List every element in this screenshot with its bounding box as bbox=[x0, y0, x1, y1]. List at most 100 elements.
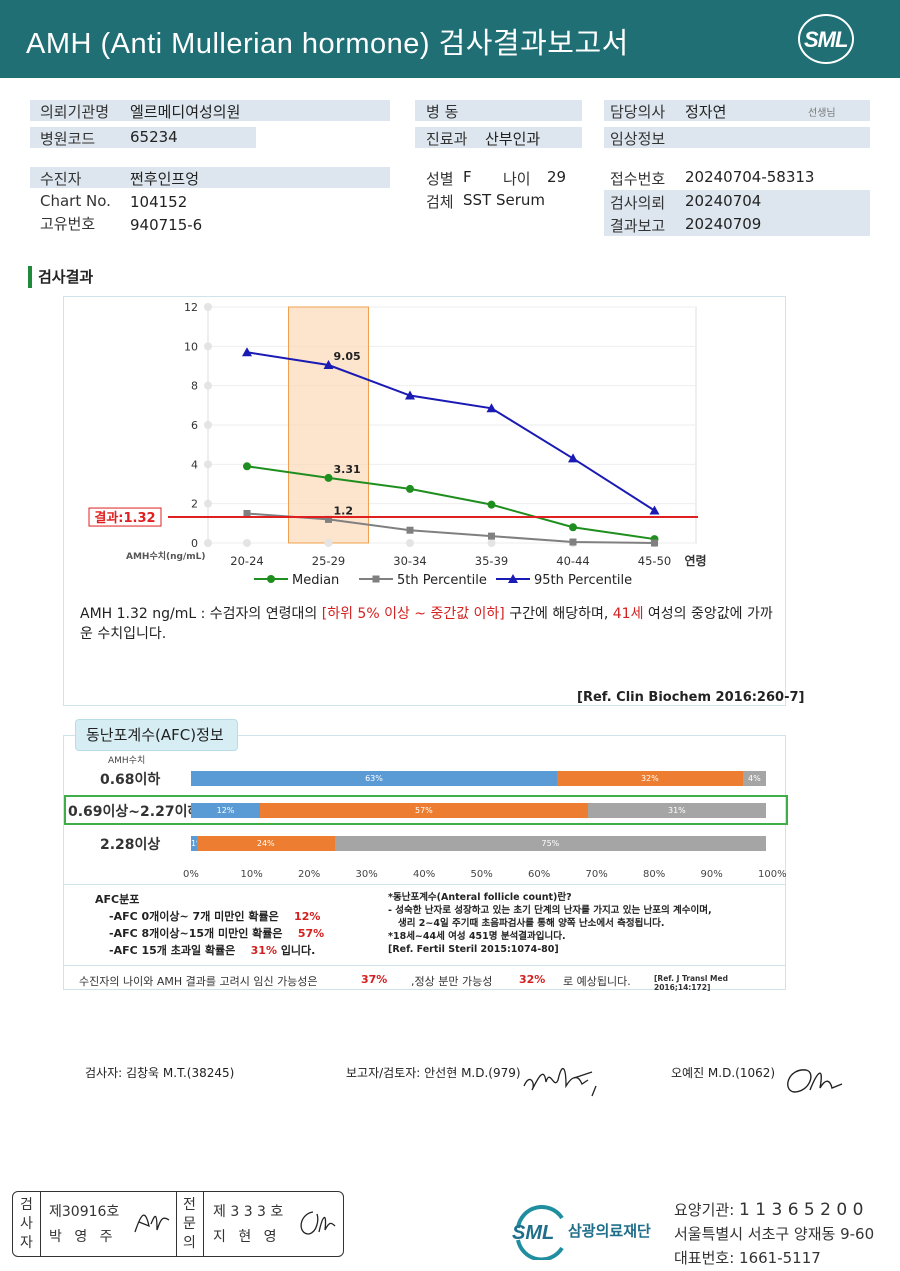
sml-logo: SML bbox=[798, 14, 854, 64]
data-label: 9.05 bbox=[334, 350, 361, 363]
afc-summary-value-1: 37% bbox=[361, 973, 388, 986]
tester-signature: 검사자: 김창욱 M.T.(38245) bbox=[85, 1066, 235, 1080]
legend-marker bbox=[508, 574, 518, 583]
y-axis-label: AMH수치(ng/mL) bbox=[126, 550, 206, 562]
stamp-divider bbox=[176, 1192, 177, 1256]
x-tick-dot bbox=[487, 539, 496, 547]
doctor2-signature: 오예진 M.D.(1062) bbox=[671, 1066, 776, 1080]
section-title: 검사결과 bbox=[28, 266, 93, 288]
stamp-divider bbox=[40, 1192, 41, 1256]
age-value: 29 bbox=[547, 168, 567, 186]
footer-info: 요양기관: 1 1 3 6 5 2 0 0 서울특별시 서초구 양재동 9-60… bbox=[674, 1198, 874, 1270]
percentile95-point bbox=[649, 505, 660, 515]
comment-range: [하위 5% 이상 ~ 중간값 이하] bbox=[321, 606, 505, 622]
doctor-suffix: 선생님 bbox=[808, 108, 836, 119]
stamp-name1: 박 영 주 bbox=[49, 1229, 117, 1245]
afc-summary-ref: [Ref. J Transl Med 2016;14:172] bbox=[654, 974, 728, 992]
legend-label: 5th Percentile bbox=[397, 573, 487, 588]
afc-box bbox=[63, 735, 786, 990]
x-tick-dot bbox=[406, 539, 414, 547]
data-label: 3.31 bbox=[334, 463, 361, 476]
afc-summary: 수진자의 나이와 AMH 결과를 고려시 임신 가능성은 37% ,정상 분만 … bbox=[63, 965, 786, 992]
institution-label: 의뢰기관명 bbox=[40, 103, 110, 121]
dates-bar bbox=[604, 190, 870, 236]
footer-phone-line: 대표번호: 1661-5117 bbox=[674, 1246, 874, 1270]
stamp-no2: 제 3 3 3 호 bbox=[213, 1204, 284, 1220]
y-tick-dot bbox=[204, 421, 212, 429]
receipt-label: 접수번호 bbox=[610, 170, 666, 188]
afc-summary-text-3: 로 예상됩니다. bbox=[563, 975, 631, 988]
afc-definition: *동난포계수(Anteral follicle count)란? - 성숙한 난… bbox=[388, 891, 783, 956]
percentile5-point bbox=[243, 510, 251, 517]
footer-logo-mark: SML bbox=[512, 1204, 564, 1262]
median-point bbox=[243, 462, 251, 471]
percentile95-point bbox=[486, 403, 497, 413]
reviewer-handwritten-signature bbox=[523, 1068, 597, 1097]
data-label: 1.2 bbox=[334, 504, 354, 517]
comment-text-1: AMH 1.32 ng/mL : 수검자의 연령대의 bbox=[80, 606, 322, 622]
afc-summary-text-2: ,정상 분만 가능성 bbox=[411, 975, 493, 988]
afc-dist-3-text: -AFC 15개 초과일 확률은 bbox=[109, 944, 236, 957]
afc-axis-tick: 30% bbox=[355, 869, 378, 880]
afc-def-4: *18세~44세 여성 451명 분석결과입니다. bbox=[388, 931, 566, 942]
afc-bar-segment: 31% bbox=[587, 803, 766, 818]
afc-stacked-bar: 1%24%75% bbox=[191, 836, 766, 851]
afc-dist-1-value: 12% bbox=[294, 910, 321, 923]
afc-dist-title: AFC분포 bbox=[95, 893, 140, 906]
afc-dist-2-text: -AFC 8개이상~15개 미만인 확률은 bbox=[109, 927, 283, 940]
x-axis-label: 연령 bbox=[685, 553, 707, 568]
stamp-name2: 지 현 영 bbox=[213, 1229, 281, 1245]
afc-axis-tick: 80% bbox=[643, 869, 666, 880]
afc-bar-segment: 12% bbox=[191, 803, 260, 818]
afc-axis-tick: 70% bbox=[585, 869, 608, 880]
comment-text-3: 여성의 중앙값에 가까운 수치입니다. bbox=[80, 606, 773, 642]
footer-phone: 1661-5117 bbox=[739, 1249, 821, 1267]
id-label: 고유번호 bbox=[40, 215, 96, 233]
percentile95-point bbox=[405, 390, 415, 400]
comment-text-2: 구간에 해당하며, bbox=[504, 606, 613, 622]
certification-stamp: 검사자 제30916호 박 영 주 전문의 제 3 3 3 호 지 현 영 bbox=[12, 1191, 344, 1257]
legend-label: Median bbox=[292, 573, 339, 588]
afc-dist-3-value: 31% bbox=[250, 944, 277, 957]
afc-def-1: *동난포계수(Anteral follicle count)란? bbox=[388, 892, 572, 903]
y-tick-label: 8 bbox=[191, 380, 198, 393]
percentile5-point bbox=[651, 539, 658, 547]
x-tick-label: 20-24 bbox=[230, 554, 263, 568]
stamp-signature-1 bbox=[134, 1214, 170, 1233]
clinical-bar bbox=[604, 127, 870, 148]
doctor2-handwritten-signature bbox=[787, 1069, 843, 1093]
afc-summary-value-2: 32% bbox=[519, 973, 546, 986]
y-tick-dot bbox=[204, 539, 212, 547]
chart-no-value: 104152 bbox=[130, 193, 188, 211]
footer-phone-label: 대표번호: bbox=[674, 1249, 740, 1267]
afc-axis-tick: 20% bbox=[298, 869, 321, 880]
afc-axis-tick: 40% bbox=[413, 869, 436, 880]
dept-value: 산부인과 bbox=[485, 130, 541, 148]
afc-axis-tick: 90% bbox=[700, 869, 723, 880]
median-point bbox=[406, 484, 414, 493]
y-tick-dot bbox=[204, 342, 212, 351]
afc-def-2: - 성숙한 난자로 성장하고 있는 초기 단계의 난자를 가지고 있는 난포의 … bbox=[388, 905, 712, 916]
x-tick-label: 45-50 bbox=[638, 554, 671, 568]
afc-bar-segment: 4% bbox=[742, 771, 766, 786]
afc-row-label: 2.28이상 bbox=[100, 837, 161, 853]
footer-code-label: 요양기관: bbox=[674, 1201, 740, 1219]
stamp-col2-label: 전문의 bbox=[183, 1197, 196, 1251]
age-label: 나이 bbox=[503, 170, 531, 188]
x-tick-dot bbox=[324, 539, 333, 547]
chart-no-label: Chart No. bbox=[40, 192, 111, 210]
y-tick-label: 4 bbox=[191, 458, 198, 471]
x-tick-dot bbox=[243, 539, 251, 547]
afc-divider bbox=[64, 884, 786, 885]
institution-value: 엘르메디여성의원 bbox=[130, 103, 241, 121]
x-tick-label: 40-44 bbox=[556, 554, 589, 568]
hospital-code-label: 병원코드 bbox=[40, 130, 96, 148]
afc-axis-tick: 10% bbox=[240, 869, 263, 880]
footer-address: 서울특별시 서초구 양재동 9-60 bbox=[674, 1225, 875, 1243]
afc-def-3: 생리 2~4일 주기때 초음파검사를 통해 양쪽 난소에서 측정됩니다. bbox=[398, 918, 665, 929]
y-tick-dot bbox=[204, 460, 212, 469]
dept-label: 진료과 bbox=[426, 130, 468, 148]
afc-bar-segment: 63% bbox=[191, 771, 557, 786]
percentile95-point bbox=[242, 347, 252, 357]
amh-line-chart: 0 2 4 6 8 10 12 20-24 25-29 30-34 35-39 40-44 45-50 연… bbox=[88, 301, 707, 588]
